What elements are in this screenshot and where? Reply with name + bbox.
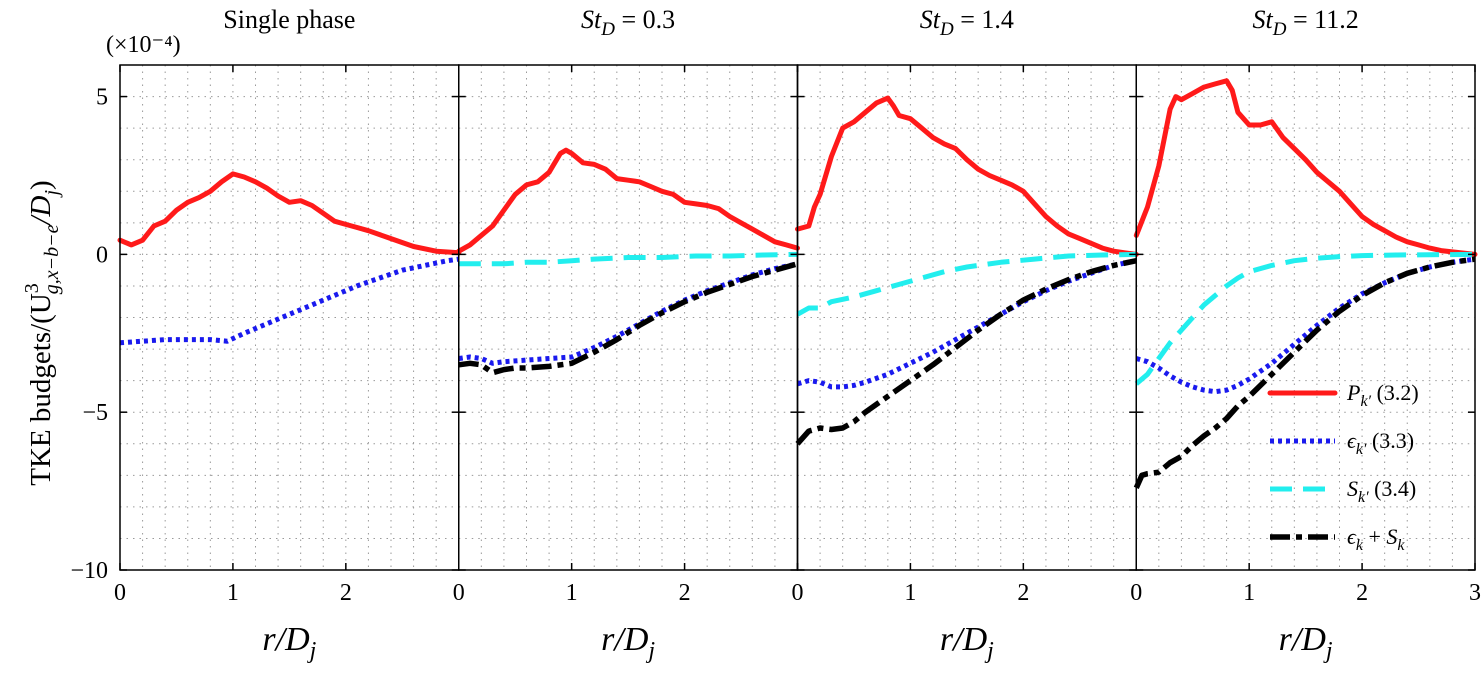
series-line-Sk — [1134, 251, 1476, 386]
legend-item-eS: ϵk + Sk — [1270, 524, 1405, 554]
panel-4: 0 1 2 3 r/Dj StD = 11.2 — [1130, 5, 1481, 664]
panel-title: StD = 0.3 — [581, 5, 675, 40]
panel-title: Single phase — [223, 5, 355, 34]
x-tick-label: 0 — [114, 580, 126, 606]
x-tick-label: 1 — [904, 580, 916, 606]
y-tick-label: 0 — [96, 242, 108, 268]
legend-item-Pk: Pk′ (3.2) — [1267, 380, 1419, 410]
x-tick-label: 2 — [340, 580, 352, 606]
x-tick-label: 1 — [566, 580, 578, 606]
series-line-Sk — [458, 251, 798, 267]
y-tick-label: −5 — [82, 400, 108, 426]
panel-1: 0 1 2 r/Dj Single phase — [114, 5, 462, 664]
legend-item-Sk: Sk′ (3.4) — [1270, 476, 1416, 506]
series-line-Pk — [117, 171, 462, 256]
x-tick-label: 2 — [679, 580, 691, 606]
series-line-eS — [458, 261, 799, 376]
labels-layer: (×10⁻⁴) TKE budgets/(U3g,x−b−e/Dj) — [21, 32, 181, 486]
x-tick-label: 1 — [227, 580, 239, 606]
x-tick-label: 0 — [1130, 580, 1142, 606]
x-tick-label: 0 — [792, 580, 804, 606]
x-axis-label: r/Dj — [601, 621, 655, 664]
series-line-ek — [458, 261, 799, 366]
x-axis-label: r/Dj — [940, 621, 994, 664]
legend-label: ϵk + Sk — [1347, 524, 1405, 554]
legend-label: Sk′ (3.4) — [1347, 476, 1416, 506]
panel-3: 0 1 2 r/Dj StD = 1.4 — [792, 5, 1139, 664]
series-line-ek — [1135, 256, 1476, 395]
panel-frame — [1135, 64, 1476, 571]
x-tick-label: 0 — [453, 580, 465, 606]
x-tick-label: 1 — [1243, 580, 1255, 606]
y-axis-label: TKE budgets/(U3g,x−b−e/Dj) — [21, 180, 63, 485]
x-axis-label: r/Dj — [262, 621, 316, 664]
series-line-eS — [1133, 256, 1476, 490]
legend-item-ek: ϵk′ (3.3) — [1270, 428, 1414, 458]
series-line-Sk — [796, 251, 1137, 317]
series-line-ek — [796, 258, 1137, 390]
x-tick-label: 2 — [1017, 580, 1029, 606]
series-line-Pk — [456, 147, 800, 254]
panels-layer: 0 1 2 r/Dj Single phase 0 1 2 r/Dj StD = 0.3 0 1 2 r/… — [70, 5, 1481, 664]
y-axis-exponent-label: (×10⁻⁴) — [106, 32, 181, 58]
series-line-eS — [795, 258, 1137, 446]
x-axis-label: r/Dj — [1279, 621, 1333, 664]
series-line-ek — [119, 256, 460, 346]
series-line-Pk — [1133, 78, 1478, 257]
legend: Pk′ (3.2) ϵk′ (3.3) Sk′ (3.4) ϵk + Sk — [1267, 380, 1419, 554]
x-tick-label: 2 — [1356, 580, 1368, 606]
legend-label: Pk′ (3.2) — [1346, 380, 1419, 410]
y-tick-label: −10 — [70, 558, 108, 584]
y-tick-label: 5 — [96, 85, 108, 111]
panel-2: 0 1 2 r/Dj StD = 0.3 — [453, 5, 800, 664]
panel-title: StD = 1.4 — [920, 5, 1014, 40]
panel-title: StD = 11.2 — [1253, 5, 1359, 40]
x-tick-label: 3 — [1469, 580, 1481, 606]
legend-label: ϵk′ (3.3) — [1347, 428, 1414, 458]
series-line-Pk — [795, 95, 1139, 257]
